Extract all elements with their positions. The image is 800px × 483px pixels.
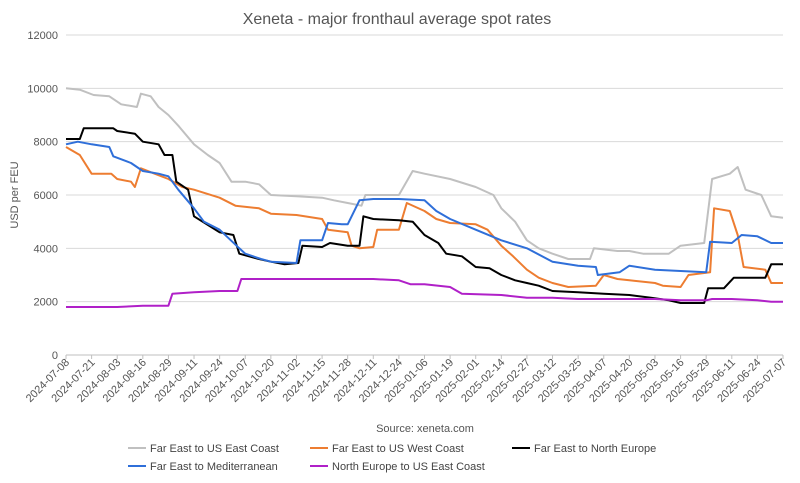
y-tick-label: 4000 <box>34 243 58 255</box>
y-tick-label: 6000 <box>34 190 58 202</box>
y-tick-label: 2000 <box>34 297 58 309</box>
legend-label: Far East to North Europe <box>534 443 656 455</box>
series-line-far-east-to-north-europe <box>66 127 783 304</box>
legend-label: North Europe to US East Coast <box>332 461 485 473</box>
y-tick-label: 10000 <box>27 83 58 95</box>
y-tick-label: 0 <box>52 350 58 362</box>
series-line-far-east-to-mediterranean <box>65 140 783 276</box>
legend-label: Far East to Mediterranean <box>150 461 278 473</box>
x-axis-ticks: 2024-07-082024-07-212024-08-032024-08-16… <box>24 355 789 405</box>
y-axis-label: USD per FEU <box>9 161 21 228</box>
series-line-north-europe-to-us-east-coast <box>66 278 783 308</box>
chart-title: Xeneta - major fronthaul average spot ra… <box>243 11 552 28</box>
source-note: Source: xeneta.com <box>376 423 474 435</box>
series-line-far-east-to-us-east-coast <box>65 87 784 260</box>
legend-label: Far East to US West Coast <box>332 443 464 455</box>
y-axis-ticks: 0 2000 4000 6000 8000 10000 12000 <box>27 30 58 362</box>
series-line-far-east-to-us-west-coast <box>65 146 783 288</box>
series-lines <box>65 87 784 308</box>
legend-label: Far East to US East Coast <box>150 443 279 455</box>
y-tick-label: 8000 <box>34 137 58 149</box>
y-tick-label: 12000 <box>27 30 58 42</box>
gridlines <box>66 34 783 356</box>
legend: Far East to US East Coast Far East to US … <box>128 443 656 473</box>
